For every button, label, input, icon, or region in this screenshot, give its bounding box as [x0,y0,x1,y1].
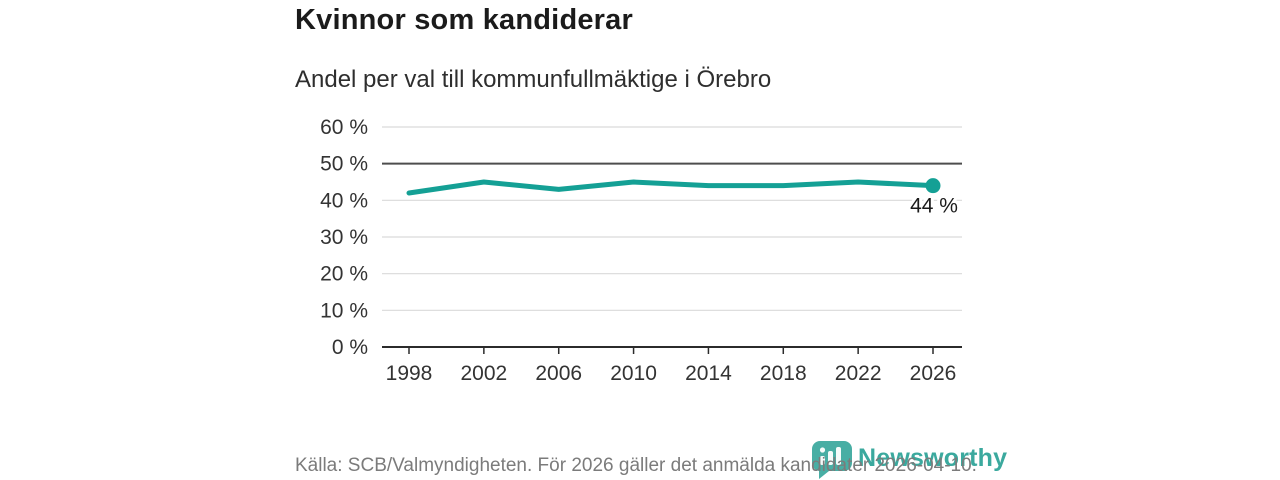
y-axis-label: 10 % [320,299,368,322]
x-axis-label: 2014 [685,362,732,385]
newsworthy-logo: Newsworthy [812,441,1007,479]
x-axis-label: 2006 [535,362,582,385]
y-axis-label: 30 % [320,226,368,249]
chart-subtitle: Andel per val till kommunfullmäktige i Ö… [295,66,772,93]
newsworthy-wordmark: Newsworthy [858,444,1008,472]
chart-title: Kvinnor som kandiderar [295,4,633,36]
x-axis-label: 1998 [386,362,433,385]
x-axis-label: 2022 [835,362,882,385]
x-axis-label: 2026 [910,362,957,385]
x-axis-label: 2018 [760,362,807,385]
y-axis-label: 20 % [320,263,368,286]
y-axis-label: 60 % [320,116,368,139]
y-axis-label: 50 % [320,153,368,176]
newsworthy-bubble-chart-icon [812,441,852,479]
source-note: Källa: SCB/Valmyndigheten. För 2026 gäll… [295,455,977,476]
x-axis-label: 2010 [610,362,657,385]
x-axis-label: 2002 [460,362,507,385]
end-value-label: 44 % [910,195,958,218]
y-axis-label: 40 % [320,189,368,212]
y-axis-label: 0 % [332,336,368,359]
series-line [406,179,936,196]
end-point [925,178,941,194]
line-chart: 0 % 10 % 20 % 30 % 40 % 50 % 60 % 1998 2002 2006 2… [320,116,962,385]
